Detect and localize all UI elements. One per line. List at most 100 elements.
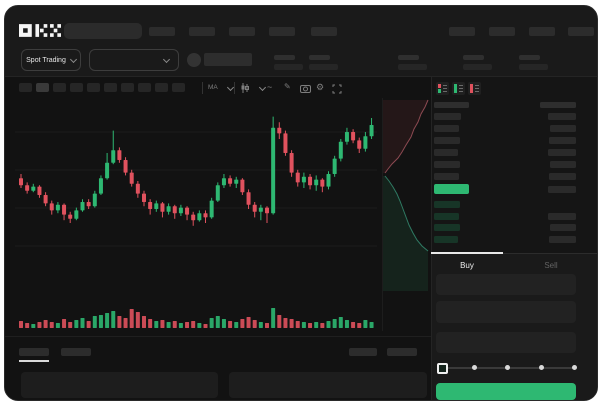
ask-row-placeholder: [549, 173, 576, 180]
indicator-ma-button[interactable]: MA: [208, 84, 218, 91]
bid-row-placeholder: [434, 236, 458, 243]
buy-button[interactable]: [436, 383, 576, 400]
price-field[interactable]: [436, 274, 576, 295]
stat-value-placeholder: [309, 64, 338, 70]
nav-item[interactable]: [529, 27, 555, 36]
timeframe-button[interactable]: [36, 83, 49, 92]
ask-row-placeholder: [434, 137, 460, 144]
toolbar-divider: [202, 82, 203, 94]
stat-value-placeholder: [274, 64, 303, 70]
ask-row-placeholder: [434, 173, 459, 180]
ask-row-placeholder: [548, 149, 576, 156]
sell-tab-divider: [503, 253, 597, 254]
nav-item[interactable]: [229, 27, 255, 36]
nav-item[interactable]: [189, 27, 215, 36]
chevron-down-icon: [69, 55, 77, 63]
ask-row-placeholder: [434, 161, 460, 168]
stat-value-placeholder: [398, 64, 427, 70]
ask-row-placeholder: [550, 161, 576, 168]
ask-row-placeholder: [434, 149, 458, 156]
nav-item[interactable]: [568, 27, 594, 36]
timeframe-button[interactable]: [19, 83, 32, 92]
coin-icon: [187, 53, 201, 67]
bid-row-placeholder: [548, 213, 576, 220]
stat-label-placeholder: [519, 55, 540, 60]
nav-item[interactable]: [311, 27, 337, 36]
ask-row-placeholder: [434, 125, 459, 132]
slider-stop-dot[interactable]: [571, 365, 577, 370]
bid-row-placeholder: [550, 224, 576, 231]
slider-stop-dot[interactable]: [504, 365, 510, 370]
slider-stop-dot[interactable]: [471, 365, 477, 370]
stat-label-placeholder: [398, 55, 419, 60]
tab-buy[interactable]: Buy: [460, 261, 474, 270]
tab-sell[interactable]: Sell: [544, 261, 558, 270]
nav-item[interactable]: [449, 27, 475, 36]
bottom-active-tab-underline: [19, 360, 49, 362]
book-both-icon[interactable]: [436, 82, 449, 95]
history-panel-placeholder[interactable]: [229, 372, 427, 398]
bottom-tab-action[interactable]: [387, 348, 417, 356]
market-type-dropdown[interactable]: Spot Trading: [21, 49, 81, 71]
order-book-header-placeholder: [540, 102, 576, 108]
bid-row-placeholder: [549, 236, 576, 243]
search-input[interactable]: [64, 23, 142, 39]
chevron-down-icon: [162, 55, 171, 63]
total-field[interactable]: [436, 332, 576, 353]
draw-icon[interactable]: ✎: [284, 82, 291, 91]
bottom-tab[interactable]: [61, 348, 91, 356]
ask-row-placeholder: [548, 113, 576, 120]
amount-field[interactable]: [436, 301, 576, 323]
price-chart[interactable]: [15, 96, 429, 344]
timeframe-button[interactable]: [138, 83, 151, 92]
orders-panel-placeholder[interactable]: [21, 372, 218, 398]
fullscreen-icon[interactable]: [332, 84, 342, 94]
book-bids-icon[interactable]: [452, 82, 465, 95]
settings-icon[interactable]: ⚙: [316, 82, 325, 92]
buy-tab-indicator: [431, 252, 503, 254]
stat-value-placeholder: [519, 64, 548, 70]
ask-row-placeholder: [550, 125, 576, 132]
timeframe-button[interactable]: [104, 83, 117, 92]
book-both-icon: [438, 84, 447, 93]
chart-type-icon[interactable]: [240, 83, 250, 93]
last-price-row-placeholder: [548, 186, 576, 193]
app-window: Spot Trading MA ~ ✎ ⚙ Buy Sell: [4, 5, 598, 401]
pair-dropdown[interactable]: [89, 49, 179, 71]
bid-row-placeholder: [434, 201, 460, 208]
timeframe-button[interactable]: [87, 83, 100, 92]
toolbar-divider: [234, 82, 235, 94]
okx-logo[interactable]: [19, 24, 61, 37]
bid-row-placeholder: [434, 213, 459, 220]
stat-value-placeholder: [463, 64, 492, 70]
stat-label-placeholder: [309, 55, 330, 60]
timeframe-button[interactable]: [53, 83, 66, 92]
camera-icon[interactable]: [300, 84, 311, 93]
last-price-badge: [434, 184, 469, 194]
timeframe-button[interactable]: [121, 83, 134, 92]
wave-icon[interactable]: ~: [267, 82, 273, 92]
nav-item[interactable]: [489, 27, 515, 36]
amount-slider-handle[interactable]: [437, 363, 448, 374]
header-divider: [5, 76, 597, 77]
book-bids-icon: [454, 84, 463, 93]
ask-row-placeholder: [434, 113, 461, 120]
panel-divider: [431, 76, 432, 400]
slider-stop-dot[interactable]: [538, 365, 544, 370]
nav-item[interactable]: [149, 27, 175, 36]
order-book-header-placeholder: [434, 102, 469, 108]
bottom-panel-divider: [5, 336, 431, 337]
stat-label-placeholder: [463, 55, 484, 60]
nav-item[interactable]: [269, 27, 295, 36]
timeframe-button[interactable]: [70, 83, 83, 92]
stat-label-placeholder: [274, 55, 295, 60]
timeframe-button[interactable]: [172, 83, 185, 92]
bid-row-placeholder: [434, 224, 460, 231]
book-asks-icon[interactable]: [468, 82, 481, 95]
ask-row-placeholder: [549, 137, 576, 144]
bottom-tab-action[interactable]: [349, 348, 377, 356]
market-type-label: Spot Trading: [26, 56, 66, 64]
bottom-tab[interactable]: [19, 348, 49, 356]
book-asks-icon: [470, 84, 479, 93]
timeframe-button[interactable]: [155, 83, 168, 92]
